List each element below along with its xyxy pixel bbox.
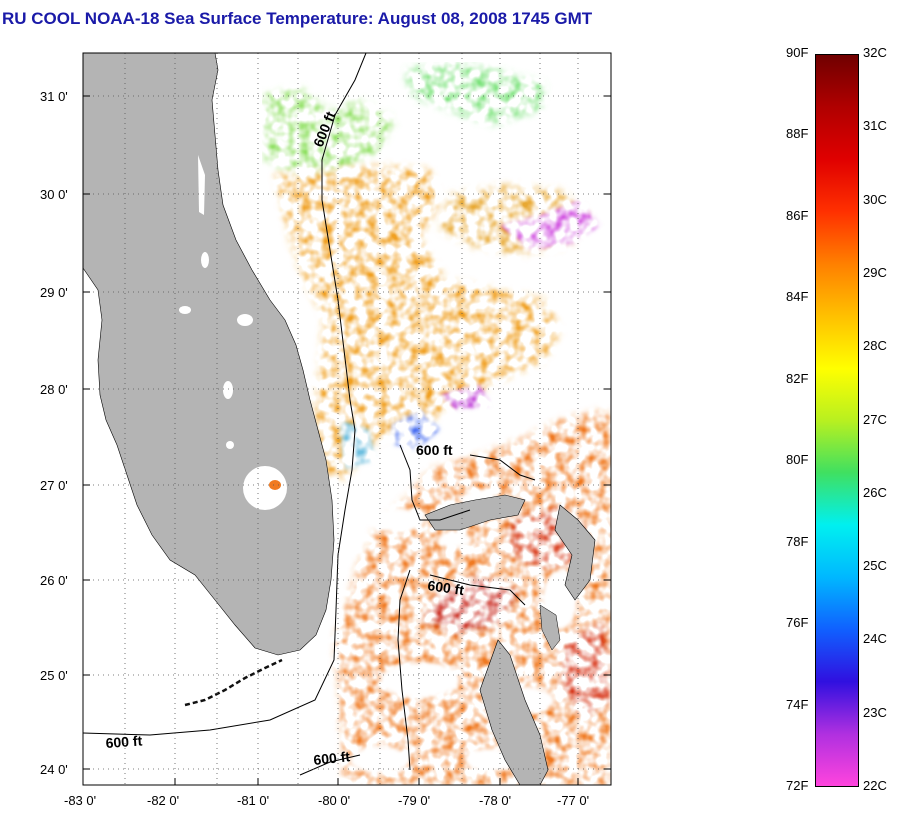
lon-label: -79 0' <box>398 793 430 808</box>
celsius-tick-label: 29C <box>863 264 887 280</box>
celsius-tick-label: 32C <box>863 45 887 60</box>
isobath-label: 600 ft <box>427 577 466 598</box>
lat-label: 26 0' <box>40 573 68 588</box>
fahrenheit-tick-label: 82F <box>786 370 809 386</box>
celsius-tick-label: 22C <box>863 778 887 793</box>
fahrenheit-tick-label: 86F <box>786 207 809 223</box>
fahrenheit-tick-label: 80F <box>786 452 809 468</box>
lat-label: 29 0' <box>40 285 68 300</box>
isobath-label: 600 ft <box>105 732 143 751</box>
lon-label: -83 0' <box>64 793 96 808</box>
isobath-label: 600 ft <box>313 748 351 768</box>
sst-north-cool <box>262 88 395 175</box>
isobath-600ft <box>83 53 536 776</box>
plot-area <box>83 53 611 785</box>
celsius-tick-label: 27C <box>863 411 887 427</box>
isobath-label: 600 ft <box>416 442 453 458</box>
longitude-labels: -83 0' -82 0' -81 0' -80 0' -79 0' -78 0… <box>64 793 589 808</box>
lat-label: 27 0' <box>40 478 68 493</box>
lat-label: 25 0' <box>40 668 68 683</box>
map-title: RU COOL NOAA-18 Sea Surface Temperature:… <box>2 9 593 28</box>
colorbar-gradient <box>815 54 859 787</box>
fahrenheit-tick-label: 72F <box>786 778 809 793</box>
celsius-tick-label: 23C <box>863 704 887 720</box>
lat-label: 24 0' <box>40 762 68 777</box>
grid-lines <box>83 53 611 785</box>
celsius-tick-label: 28C <box>863 338 887 354</box>
celsius-tick-label: 25C <box>863 558 887 574</box>
andros <box>479 639 549 785</box>
fahrenheit-tick-label: 76F <box>786 615 809 631</box>
fahrenheit-tick-label: 74F <box>786 696 809 712</box>
lake-okeechobee <box>243 466 287 510</box>
fahrenheit-tick-label: 78F <box>786 533 809 549</box>
lat-label: 30 0' <box>40 187 68 202</box>
lon-label: -78 0' <box>479 793 511 808</box>
celsius-tick-label: 24C <box>863 631 887 647</box>
celsius-tick-label: 26C <box>863 484 887 500</box>
fahrenheit-tick-label: 90F <box>786 45 809 60</box>
lat-label: 28 0' <box>40 382 68 397</box>
celsius-tick-label: 31C <box>863 118 887 134</box>
sst-shelf <box>275 165 560 480</box>
lon-label: -77 0' <box>557 793 589 808</box>
lat-label: 31 0' <box>40 89 68 104</box>
celsius-tick-label: 30C <box>863 191 887 207</box>
lon-label: -81 0' <box>237 793 269 808</box>
lon-label: -82 0' <box>147 793 179 808</box>
axis-ticks <box>83 95 611 785</box>
fahrenheit-tick-label: 84F <box>786 289 809 305</box>
colorbar: 90F 88F 86F 84F 82F 80F 78F 76F 74F 72F 32C 31C 30C… <box>780 44 897 804</box>
fahrenheit-tick-label: 88F <box>786 126 809 142</box>
plot-frame <box>82 52 612 786</box>
lon-label: -80 0' <box>318 793 350 808</box>
florida-keys <box>184 658 283 707</box>
latitude-labels: 31 0' 30 0' 29 0' 28 0' 27 0' 26 0' 25 0… <box>40 89 68 777</box>
abaco <box>554 504 596 601</box>
